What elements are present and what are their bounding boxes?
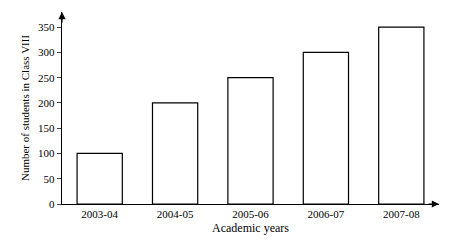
svg-text:250: 250: [38, 72, 55, 84]
svg-text:2006-07: 2006-07: [308, 208, 345, 220]
svg-text:2004-05: 2004-05: [157, 208, 194, 220]
svg-text:Number of students in Class VI: Number of students in Class VIII: [19, 35, 31, 181]
svg-text:150: 150: [38, 122, 55, 134]
svg-text:Academic years: Academic years: [212, 221, 289, 235]
svg-text:2005-06: 2005-06: [232, 208, 269, 220]
svg-text:350: 350: [38, 21, 55, 33]
svg-text:2007-08: 2007-08: [383, 208, 420, 220]
svg-text:2003-04: 2003-04: [81, 208, 118, 220]
svg-text:300: 300: [38, 46, 55, 58]
svg-text:200: 200: [38, 97, 55, 109]
svg-text:0: 0: [49, 198, 55, 210]
svg-text:50: 50: [44, 173, 56, 185]
svg-text:100: 100: [38, 147, 55, 159]
